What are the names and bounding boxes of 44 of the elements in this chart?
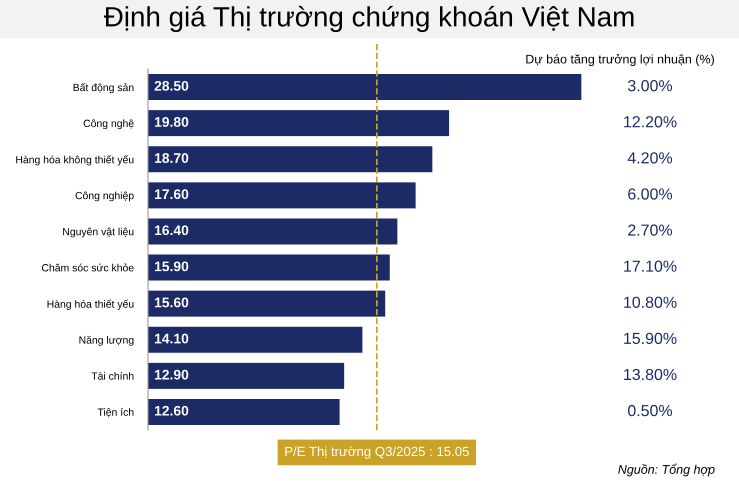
y-tick-label: Tài chính [92,372,134,380]
data-label: 16.40 [154,225,188,236]
ref-line-label: P/E Thị trường Q3/2025 : 15.05 [285,446,469,459]
bar [148,146,432,172]
bar [148,182,416,208]
y-tick-label: Hàng hóa thiết yếu [48,300,134,310]
y-tick-label: Bất động sản [74,83,134,94]
text: 12.20% [624,116,677,128]
text: 0.50% [628,404,672,416]
y-tick-label: Nguyên vật liệu [63,228,134,238]
data-label: 12.90 [154,370,188,380]
bar [148,110,450,136]
data-label: 19.80 [154,117,188,127]
bar [148,254,390,281]
chart-title: Định giá Thị trường chứng khoán Việt Nam [104,6,634,32]
bar [148,326,362,353]
bar [148,362,344,389]
y-tick-label: Công nghiệp [76,192,134,202]
text: 4.20% [628,152,672,164]
y-tick-label: Tiện ích [98,408,134,418]
text: 6.00% [628,188,672,200]
data-label: 18.70 [154,153,188,163]
data-label: 14.10 [154,334,188,344]
bar [148,290,386,317]
text: 13.80% [624,368,677,380]
annotation: Dự báo tăng trưởng lợi nhuận (%) [526,54,714,66]
y-tick-label: Năng lượng [79,336,134,346]
data-label: 12.60 [154,406,188,416]
text: 17.10% [624,260,677,272]
y-tick-label: Công nghệ [84,119,134,130]
bar [148,398,340,425]
text: Nguồn: Tổng hợp [618,464,715,476]
data-label: 28.50 [154,80,188,91]
y-tick-label: Chăm sóc sức khỏe [42,263,134,272]
text: 2.70% [628,224,672,236]
text: 15.90% [624,332,677,344]
bar [148,74,582,100]
data-label: 15.60 [154,298,188,308]
data-label: 15.90 [154,261,188,272]
bar [148,218,398,244]
text: 10.80% [624,296,677,308]
text: 3.00% [628,80,672,92]
y-tick-label: Hàng hóa không thiết yếu [16,155,134,166]
data-label: 17.60 [154,189,188,200]
